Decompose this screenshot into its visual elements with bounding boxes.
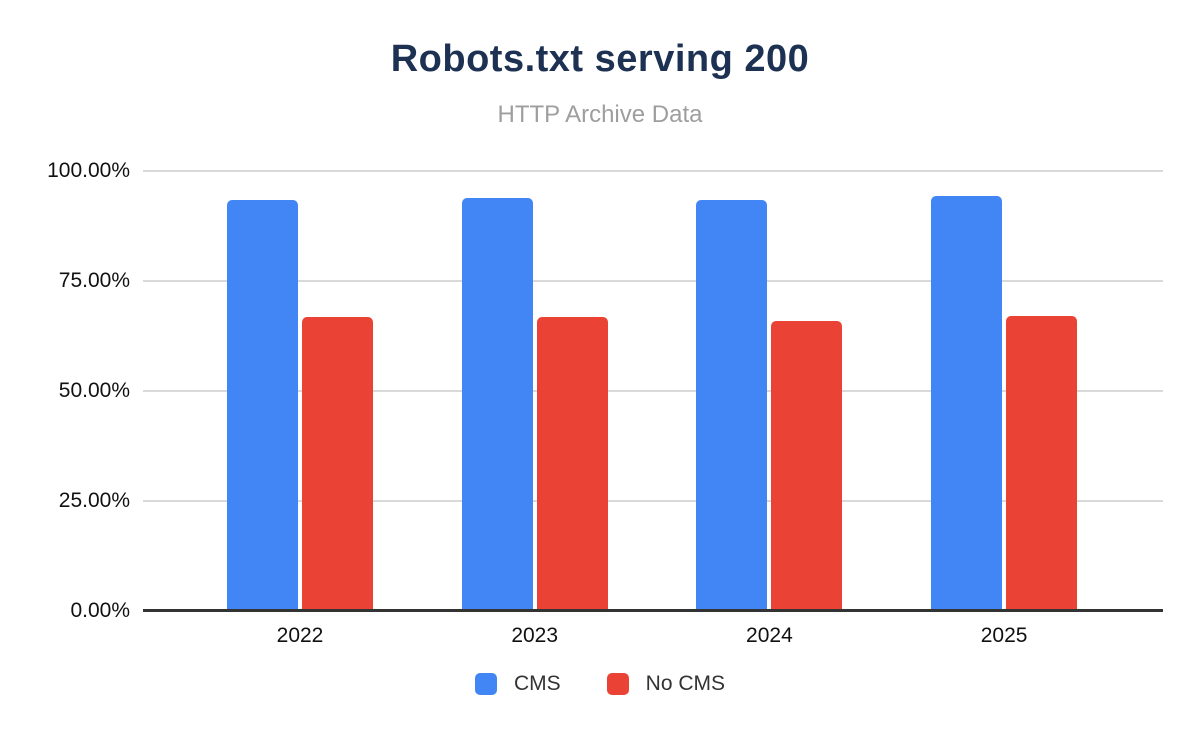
x-axis-line [143,609,1163,612]
y-axis-label: 50.00% [58,379,130,402]
legend-item-cms: CMS [474,672,561,696]
gridline [143,170,1163,172]
legend: CMS No CMS [0,672,1200,696]
x-axis-label-2025: 2025 [980,624,1028,647]
y-axis-label: 25.00% [58,489,130,512]
bar-cms-2025 [931,195,1003,611]
legend-item-no-cms: No CMS [606,672,726,696]
legend-label: CMS [513,672,561,695]
y-axis-label: 0.00% [70,599,130,622]
gridline [143,500,1163,502]
gridline [143,280,1163,282]
y-axis-label: 75.00% [58,269,130,292]
gridline [143,390,1163,392]
bar-group-2022 [227,171,373,611]
x-axis-label-2023: 2023 [511,624,559,647]
bar-no-cms-2024 [771,320,843,611]
bar-cms-2023 [461,197,533,611]
plot-area [143,170,1163,612]
bar-no-cms-2023 [536,317,608,611]
legend-label: No CMS [645,672,726,695]
bar-cms-2022 [227,199,298,611]
bar-cms-2024 [696,200,768,611]
bar-group-2025 [931,171,1078,611]
bar-group-2024 [696,171,843,611]
x-axis-label-2022: 2022 [276,624,324,647]
x-axis-label-2024: 2024 [746,624,793,647]
bar-no-cms-2022 [302,317,373,611]
bar-no-cms-2025 [1006,316,1078,611]
y-axis-label: 100.00% [47,159,130,182]
chart-title: Robots.txt serving 200 [390,38,810,80]
legend-swatch-icon [474,673,497,695]
bar-group-2023 [461,171,608,611]
chart-subtitle: HTTP Archive Data [497,101,703,128]
legend-swatch-icon [606,673,629,695]
